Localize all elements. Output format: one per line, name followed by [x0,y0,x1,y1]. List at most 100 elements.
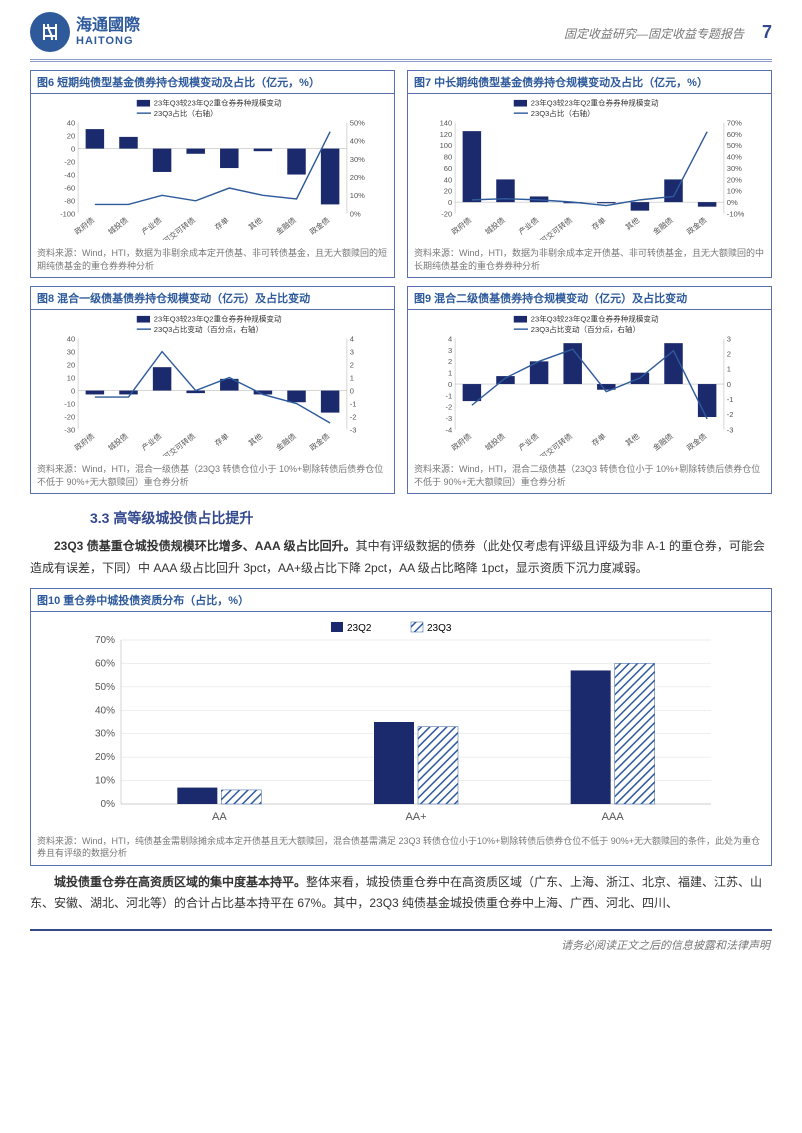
svg-text:0%: 0% [350,209,361,218]
svg-text:20: 20 [444,187,452,196]
svg-text:-20: -20 [441,209,452,218]
svg-text:金融债: 金融债 [274,431,298,453]
svg-text:3: 3 [350,348,354,357]
svg-text:10%: 10% [350,191,365,200]
svg-text:存单: 存单 [589,214,607,231]
svg-text:50%: 50% [350,118,365,127]
svg-text:政府债: 政府债 [72,431,96,453]
svg-text:产业债: 产业债 [516,431,540,453]
svg-text:40: 40 [67,118,75,127]
svg-text:可交可转债: 可交可转债 [538,214,574,240]
chart-9-title: 图9 混合二级债基债券持仓规模变动（亿元）及占比变动 [408,287,771,310]
chart-6: 图6 短期纯债型基金债券持仓规模变动及占比（亿元，%） 23年Q3较23年Q2重… [30,70,395,278]
svg-text:金融债: 金融债 [651,431,675,453]
svg-text:30%: 30% [95,728,115,739]
svg-text:可交可转债: 可交可转债 [538,431,574,457]
svg-text:40%: 40% [95,705,115,716]
svg-text:50%: 50% [95,681,115,692]
footer-text: 请务必阅读正文之后的信息披露和法律声明 [30,931,772,959]
svg-text:140: 140 [440,118,453,127]
svg-text:23年Q3较23年Q2重仓券券种规模变动: 23年Q3较23年Q2重仓券券种规模变动 [531,98,659,108]
svg-text:0%: 0% [101,799,116,810]
brand-cn: 海通國際 [76,17,140,35]
svg-text:23年Q3较23年Q2重仓券券种规模变动: 23年Q3较23年Q2重仓券券种规模变动 [531,314,659,324]
svg-text:其他: 其他 [623,214,641,231]
svg-text:-3: -3 [445,414,452,423]
svg-text:-1: -1 [350,400,357,409]
chart-8-source: 资料来源：Wind，HTI，混合一级债基（23Q3 转债仓位小于 10%+剔除转… [31,460,394,493]
svg-text:-2: -2 [350,413,357,422]
svg-text:-1: -1 [727,395,734,404]
svg-text:城投债: 城投债 [106,214,130,236]
svg-text:-2: -2 [445,403,452,412]
svg-text:政府债: 政府债 [449,214,473,236]
chart-9: 图9 混合二级债基债券持仓规模变动（亿元）及占比变动 23年Q3较23年Q2重仓… [407,286,772,494]
chart-6-source: 资料来源：Wind，HTI，数据为非剔余成本定开债基、非可转债基金，且无大额赎回… [31,244,394,277]
svg-text:政金债: 政金债 [307,214,331,236]
svg-text:23年Q3较23年Q2重仓券券种规模变动: 23年Q3较23年Q2重仓券券种规模变动 [154,314,282,324]
svg-text:-3: -3 [350,426,357,435]
chart-6-title: 图6 短期纯债型基金债券持仓规模变动及占比（亿元，%） [31,71,394,94]
svg-text:金融债: 金融债 [651,214,675,236]
brand-en: HAITONG [76,35,140,47]
svg-text:10: 10 [67,374,75,383]
svg-text:40%: 40% [727,153,742,162]
svg-text:4: 4 [448,335,452,344]
svg-text:0: 0 [350,387,354,396]
svg-text:存单: 存单 [212,431,230,448]
svg-text:政金债: 政金债 [307,431,331,453]
chart-10-source: 资料来源：Wind，HTI，纯债基金需剔除摊余成本定开债基且无大额赎回，混合债基… [31,832,771,865]
svg-text:0: 0 [448,198,452,207]
svg-text:其他: 其他 [623,431,641,448]
svg-text:70%: 70% [95,635,115,646]
svg-text:20%: 20% [95,752,115,763]
svg-text:0: 0 [71,387,75,396]
svg-text:2: 2 [727,350,731,359]
svg-text:0: 0 [727,380,731,389]
svg-text:-40: -40 [64,170,75,179]
svg-text:2: 2 [350,361,354,370]
svg-text:-80: -80 [64,196,75,205]
svg-text:20%: 20% [350,173,365,182]
svg-text:23Q3: 23Q3 [427,623,452,634]
svg-text:3: 3 [448,346,452,355]
svg-text:可交可转债: 可交可转债 [161,431,197,457]
svg-text:AA: AA [212,811,227,823]
svg-text:0: 0 [71,144,75,153]
svg-text:-20: -20 [64,413,75,422]
svg-text:城投债: 城投债 [483,214,507,236]
svg-text:产业债: 产业债 [139,214,163,236]
svg-text:0%: 0% [727,198,738,207]
svg-text:城投债: 城投债 [106,431,130,453]
para-1: 23Q3 债基重仓城投债规模环比增多、AAA 级占比回升。其中有评级数据的债券（… [30,536,772,579]
para-2: 城投债重仓券在高资质区域的集中度基本持平。整体来看，城投债重仓券中在高资质区域（… [30,872,772,915]
svg-text:-4: -4 [445,426,452,435]
svg-text:2: 2 [448,357,452,366]
svg-text:30: 30 [67,348,75,357]
section-heading: 3.3 高等级城投债占比提升 [90,508,772,528]
svg-text:60%: 60% [95,658,115,669]
chart-7-source: 资料来源：Wind，HTI，数据为非剔余成本定开债基、非可转债基金，且无大额赎回… [408,244,771,277]
svg-text:50%: 50% [727,141,742,150]
svg-text:产业债: 产业债 [139,431,163,453]
chart-8-title: 图8 混合一级债基债券持仓规模变动（亿元）及占比变动 [31,287,394,310]
logo: 海通國際 HAITONG [30,12,140,52]
svg-text:其他: 其他 [246,214,264,231]
svg-text:-1: -1 [445,391,452,400]
chart-10-title: 图10 重仓券中城投债资质分布（占比，%） [31,589,771,612]
svg-text:0: 0 [448,380,452,389]
svg-text:23Q3占比变动（百分点，右轴）: 23Q3占比变动（百分点，右轴） [531,324,640,334]
svg-text:60%: 60% [727,130,742,139]
svg-text:AA+: AA+ [405,811,426,823]
svg-text:-100: -100 [60,209,75,218]
svg-text:1: 1 [448,369,452,378]
svg-text:40: 40 [444,175,452,184]
chart-7: 图7 中长期纯债型基金债券持仓规模变动及占比（亿元，%） 23年Q3较23年Q2… [407,70,772,278]
svg-text:80: 80 [444,153,452,162]
svg-text:AAA: AAA [602,811,625,823]
svg-text:10%: 10% [95,775,115,786]
svg-text:-30: -30 [64,426,75,435]
svg-text:23Q3占比（右轴）: 23Q3占比（右轴） [531,108,595,118]
svg-text:23Q3占比（右轴）: 23Q3占比（右轴） [154,108,218,118]
svg-text:-60: -60 [64,183,75,192]
